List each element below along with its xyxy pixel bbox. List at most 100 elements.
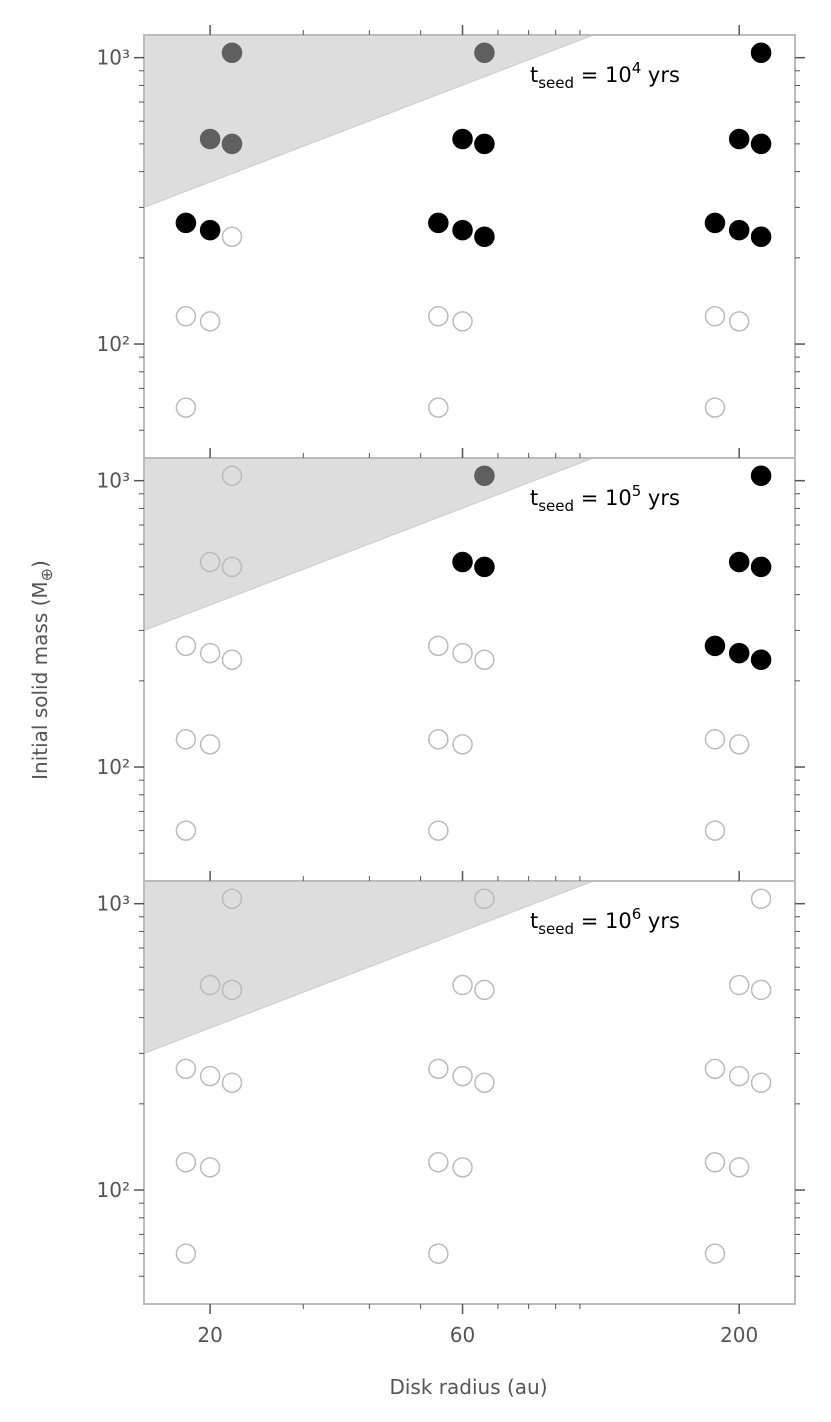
annotation-base: t xyxy=(530,63,538,87)
annotation-base: t xyxy=(530,909,538,933)
y-tick-label: 10³ xyxy=(97,892,130,916)
data-point xyxy=(428,1243,449,1264)
data-point xyxy=(452,311,473,332)
data-point xyxy=(452,1157,473,1178)
annotation-sub: seed xyxy=(538,497,574,515)
data-point xyxy=(474,226,495,247)
x-axis-label: Disk radius (au) xyxy=(389,1375,547,1399)
data-point xyxy=(175,635,197,657)
data-point xyxy=(452,219,473,241)
annotation-mid: = 10 xyxy=(574,909,632,933)
data-point xyxy=(199,642,221,664)
annotation-sup: 5 xyxy=(632,482,642,500)
data-point xyxy=(175,212,197,234)
shaded-region xyxy=(143,880,594,1055)
data-point xyxy=(474,888,495,910)
data-point xyxy=(704,212,726,234)
data-point xyxy=(221,133,243,155)
data-point xyxy=(728,642,750,664)
data-point xyxy=(175,1152,197,1173)
data-point xyxy=(704,1058,726,1080)
shaded-region xyxy=(143,457,594,632)
data-point xyxy=(221,226,243,247)
data-point xyxy=(221,649,243,670)
annotation: tseed = 106 yrs xyxy=(530,905,680,938)
y-tick-label: 10³ xyxy=(97,469,130,493)
data-point xyxy=(474,649,495,670)
y-axis-label-tail: ) xyxy=(28,560,52,568)
data-point xyxy=(428,306,449,327)
annotation-sub: seed xyxy=(538,920,574,938)
data-point xyxy=(428,1152,449,1173)
data-point xyxy=(199,1065,221,1087)
data-point xyxy=(704,820,726,841)
annotation-sup: 4 xyxy=(632,59,642,77)
data-point xyxy=(199,219,221,241)
data-point xyxy=(474,979,495,1001)
data-point xyxy=(704,397,726,418)
data-point xyxy=(199,311,221,332)
data-point xyxy=(428,820,449,841)
data-point xyxy=(199,128,221,150)
annotation-tail: yrs xyxy=(641,486,680,510)
annotation: tseed = 105 yrs xyxy=(530,482,680,515)
data-point xyxy=(474,133,495,155)
data-point xyxy=(199,734,221,755)
annotation: tseed = 104 yrs xyxy=(530,59,680,92)
x-tick-label: 200 xyxy=(720,1323,758,1347)
data-point xyxy=(704,635,726,657)
data-point xyxy=(199,974,221,996)
data-point xyxy=(728,1157,750,1178)
y-tick-label: 10³ xyxy=(97,46,130,70)
y-tick-label: 10² xyxy=(97,755,130,779)
data-point xyxy=(428,635,449,657)
data-point xyxy=(199,551,221,573)
annotation-tail: yrs xyxy=(641,909,680,933)
data-point xyxy=(452,128,473,150)
data-point xyxy=(452,551,473,573)
data-point xyxy=(474,42,495,64)
y-axis-label-text: Initial solid mass (M xyxy=(28,581,52,780)
data-point xyxy=(474,1072,495,1093)
data-point xyxy=(428,397,449,418)
annotation-tail: yrs xyxy=(641,63,680,87)
data-point xyxy=(728,734,750,755)
data-point xyxy=(175,820,197,841)
data-point xyxy=(452,1065,473,1087)
data-point xyxy=(474,465,495,487)
y-tick-label: 10² xyxy=(97,1178,130,1202)
data-point xyxy=(704,729,726,750)
data-point xyxy=(221,465,243,487)
data-point xyxy=(474,556,495,578)
data-point xyxy=(728,128,750,150)
x-tick-label: 20 xyxy=(197,1323,222,1347)
data-point xyxy=(704,306,726,327)
data-point xyxy=(750,1072,772,1093)
data-point xyxy=(728,219,750,241)
data-point xyxy=(750,226,772,247)
y-tick-label: 10² xyxy=(97,332,130,356)
data-point xyxy=(175,397,197,418)
data-point xyxy=(452,734,473,755)
data-point xyxy=(750,465,772,487)
data-point xyxy=(750,133,772,155)
data-point xyxy=(221,556,243,578)
annotation-sup: 6 xyxy=(632,905,642,923)
shaded-region xyxy=(143,34,594,209)
data-point xyxy=(452,974,473,996)
data-point xyxy=(704,1243,726,1264)
data-point xyxy=(750,42,772,64)
data-point xyxy=(452,642,473,664)
data-point xyxy=(221,888,243,910)
data-point xyxy=(728,974,750,996)
data-point xyxy=(728,551,750,573)
data-point xyxy=(428,729,449,750)
data-point xyxy=(175,1058,197,1080)
data-point xyxy=(221,42,243,64)
annotation-mid: = 10 xyxy=(574,486,632,510)
data-point xyxy=(704,1152,726,1173)
data-point xyxy=(428,212,449,234)
data-point xyxy=(728,1065,750,1087)
y-axis-label: Initial solid mass (M⊕) xyxy=(28,560,56,780)
data-point xyxy=(175,1243,197,1264)
